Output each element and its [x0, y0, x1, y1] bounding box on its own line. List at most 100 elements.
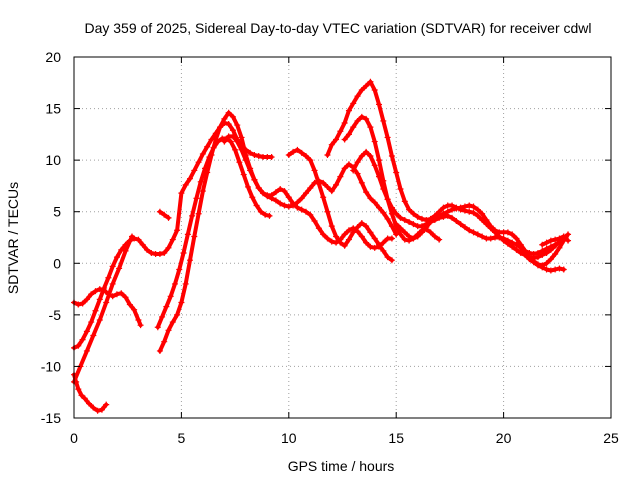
data-point-marker: [358, 233, 365, 240]
tick-marks: [73, 56, 612, 419]
data-point-marker: [410, 235, 417, 242]
data-point-marker: [500, 235, 507, 242]
y-tick-label: 20: [45, 49, 61, 65]
x-axis-label: GPS time / hours: [288, 458, 395, 474]
data-point-marker: [244, 183, 251, 190]
data-point-marker: [431, 233, 438, 240]
data-point-marker: [204, 143, 211, 150]
data-point-marker: [406, 206, 413, 213]
data-point-marker: [324, 151, 331, 158]
y-axis-label: SDTVAR / TECUs: [5, 182, 21, 294]
y-tick-label: -15: [41, 410, 61, 426]
data-point-marker: [186, 257, 193, 264]
data-point-marker: [311, 217, 318, 224]
data-point-marker: [466, 227, 473, 234]
data-point-marker: [225, 121, 232, 128]
data-point-marker: [341, 136, 348, 143]
data-point-marker: [543, 260, 550, 267]
data-point-marker: [238, 134, 245, 141]
data-point-marker: [234, 138, 241, 145]
data-point-marker: [341, 231, 348, 238]
data-point-marker: [539, 241, 546, 248]
x-tick-label: 5: [178, 430, 186, 446]
data-point-marker: [560, 233, 567, 240]
data-point-marker: [255, 153, 262, 160]
data-point-marker: [333, 136, 340, 143]
data-point-marker: [487, 223, 494, 230]
series-sat-h: [221, 133, 395, 251]
data-point-marker: [406, 233, 413, 240]
data-point-marker: [307, 184, 314, 191]
x-tick-label: 20: [496, 430, 512, 446]
data-point-marker: [131, 306, 138, 313]
series-trace: [72, 234, 134, 384]
data-point-marker: [135, 236, 142, 243]
data-point-marker: [86, 400, 93, 407]
data-point-marker: [436, 236, 443, 243]
data-point-marker: [479, 210, 486, 217]
data-point-marker: [453, 205, 460, 212]
data-point-marker: [449, 206, 456, 213]
data-point-marker: [547, 267, 554, 274]
data-point-marker: [397, 186, 404, 193]
data-point-marker: [431, 214, 438, 221]
data-point-marker: [221, 138, 228, 145]
data-point-marker: [178, 190, 185, 197]
data-point-marker: [199, 150, 206, 157]
series-sat-n: [517, 247, 567, 274]
x-tick-label: 15: [388, 430, 404, 446]
data-point-marker: [320, 179, 327, 186]
data-point-marker: [79, 336, 86, 343]
data-point-marker: [328, 141, 335, 148]
data-point-marker: [418, 229, 425, 236]
data-point-marker: [418, 215, 425, 222]
data-point-marker: [393, 210, 400, 217]
data-point-marker: [509, 231, 516, 238]
data-point-marker: [556, 265, 563, 272]
data-point-marker: [302, 190, 309, 197]
data-point-marker: [232, 146, 239, 153]
data-point-marker: [371, 199, 378, 206]
data-point-marker: [337, 173, 344, 180]
data-point-marker: [268, 192, 275, 199]
data-point-marker: [118, 246, 125, 253]
data-point-marker: [184, 231, 191, 238]
data-point-marker: [195, 210, 202, 217]
data-point-marker: [229, 127, 236, 134]
data-point-marker: [401, 198, 408, 205]
data-point-marker: [255, 184, 262, 191]
y-tick-label: -5: [49, 307, 62, 323]
data-point-marker: [354, 159, 361, 166]
data-point-marker: [137, 322, 144, 329]
data-point-marker: [492, 227, 499, 234]
data-point-marker: [552, 251, 559, 258]
y-tick-label: 0: [53, 255, 61, 271]
series-sat-o: [539, 233, 572, 248]
data-point-marker: [253, 202, 260, 209]
data-point-marker: [171, 280, 178, 287]
x-tick-label: 0: [70, 430, 78, 446]
data-point-marker: [427, 219, 434, 226]
data-point-marker: [294, 204, 301, 211]
data-point-marker: [285, 203, 292, 210]
data-point-marker: [384, 134, 391, 141]
data-point-marker: [79, 300, 86, 307]
y-tick-label: 15: [45, 101, 61, 117]
data-point-marker: [328, 238, 335, 245]
data-point-marker: [350, 100, 357, 107]
data-point-marker: [242, 157, 249, 164]
data-point-marker: [113, 254, 120, 261]
data-point-marker: [128, 233, 135, 240]
data-point-marker: [191, 233, 198, 240]
data-point-marker: [388, 153, 395, 160]
data-point-marker: [479, 233, 486, 240]
data-point-marker: [195, 159, 202, 166]
data-point-marker: [354, 93, 361, 100]
data-point-marker: [251, 151, 258, 158]
data-point-marker: [193, 195, 200, 202]
data-point-marker: [161, 211, 168, 218]
x-tick-label: 25: [603, 430, 619, 446]
data-point-marker: [83, 347, 90, 354]
data-point-marker: [350, 229, 357, 236]
